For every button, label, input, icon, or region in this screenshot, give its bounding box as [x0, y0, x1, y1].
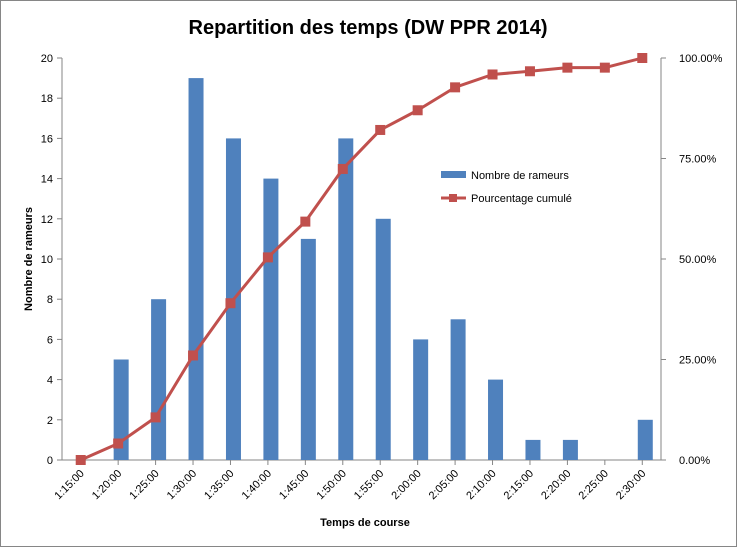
- bar: [263, 178, 279, 460]
- x-tick-label: 2:10:00: [464, 468, 498, 502]
- bar: [562, 439, 578, 460]
- line-marker: [188, 350, 199, 361]
- y-tick-label: 8: [47, 294, 53, 306]
- line-marker: [450, 82, 461, 93]
- x-tick-label: 2:25:00: [577, 468, 611, 502]
- x-tick-label: 1:35:00: [202, 468, 236, 502]
- line-marker: [487, 69, 498, 80]
- x-tick-label: 2:05:00: [427, 468, 461, 502]
- line-marker: [113, 438, 124, 449]
- bar: [525, 439, 541, 460]
- legend: Nombre de rameurs Pourcentage cumulé: [441, 170, 572, 205]
- bar: [300, 238, 316, 460]
- chart-title: Repartition des temps (DW PPR 2014): [189, 17, 548, 39]
- x-tick-label: 1:40:00: [240, 468, 274, 502]
- legend-swatch-bars: [441, 171, 466, 178]
- line-marker: [637, 53, 648, 63]
- y-tick-label: 16: [41, 133, 53, 145]
- x-tick-label: 2:15:00: [502, 468, 536, 502]
- line-marker: [375, 124, 386, 135]
- x-tick-label: 2:30:00: [614, 468, 648, 502]
- x-tick-label: 1:45:00: [277, 468, 311, 502]
- line-marker: [225, 298, 236, 309]
- x-tick-label: 1:50:00: [314, 468, 348, 502]
- bar: [375, 218, 391, 460]
- x-axis-title: Temps de course: [320, 517, 410, 529]
- line-marker: [262, 252, 273, 263]
- legend-marker-line: [449, 194, 457, 202]
- x-tick-label: 2:00:00: [389, 468, 423, 502]
- line-marker: [337, 163, 348, 174]
- bar: [450, 319, 466, 460]
- x-tick-label: 2:20:00: [539, 468, 573, 502]
- y-tick-label: 6: [47, 334, 53, 346]
- bar: [413, 339, 429, 460]
- line-marker: [524, 66, 535, 77]
- y2-tick-label: 25.00%: [679, 355, 717, 367]
- line-marker: [599, 62, 610, 73]
- y-tick-label: 4: [47, 375, 53, 387]
- legend-label-line: Pourcentage cumulé: [471, 193, 572, 205]
- plot-area: 0 2 4 6 8 10 12 14 16 18 20 0.00% 25.00% 50.00% 75.00%…: [41, 53, 723, 502]
- line-marker: [412, 105, 423, 116]
- y2-tick-label: 100.00%: [679, 53, 723, 65]
- x-tick-label: 1:30:00: [165, 468, 199, 502]
- line-marker: [75, 455, 86, 465]
- y-tick-label: 2: [47, 415, 53, 427]
- bar: [151, 299, 167, 460]
- cumulative-line: [80, 56, 643, 462]
- bar: [188, 78, 204, 460]
- line-marker: [300, 216, 311, 227]
- bar: [113, 359, 129, 460]
- x-tick-label: 1:55:00: [352, 468, 386, 502]
- x-tick-label: 1:25:00: [127, 468, 161, 502]
- y-tick-label: 20: [41, 53, 53, 65]
- bar: [338, 138, 354, 460]
- line-marker: [562, 62, 573, 73]
- bar: [488, 379, 504, 460]
- y-tick-label: 12: [41, 214, 53, 226]
- y-axis-title: Nombre de rameurs: [23, 207, 35, 311]
- y-tick-label: 0: [47, 455, 53, 467]
- y-tick-label: 18: [41, 93, 53, 105]
- y2-tick-label: 50.00%: [679, 254, 717, 266]
- y2-tick-label: 0.00%: [679, 455, 710, 467]
- x-tick-label: 1:15:00: [52, 468, 86, 502]
- y-tick-label: 10: [41, 254, 53, 266]
- legend-label-bars: Nombre de rameurs: [471, 170, 569, 182]
- y2-tick-label: 75.00%: [679, 154, 717, 166]
- x-tick-label: 1:20:00: [90, 468, 124, 502]
- bar: [637, 419, 653, 460]
- y-tick-label: 14: [41, 174, 53, 186]
- line-marker: [150, 412, 161, 423]
